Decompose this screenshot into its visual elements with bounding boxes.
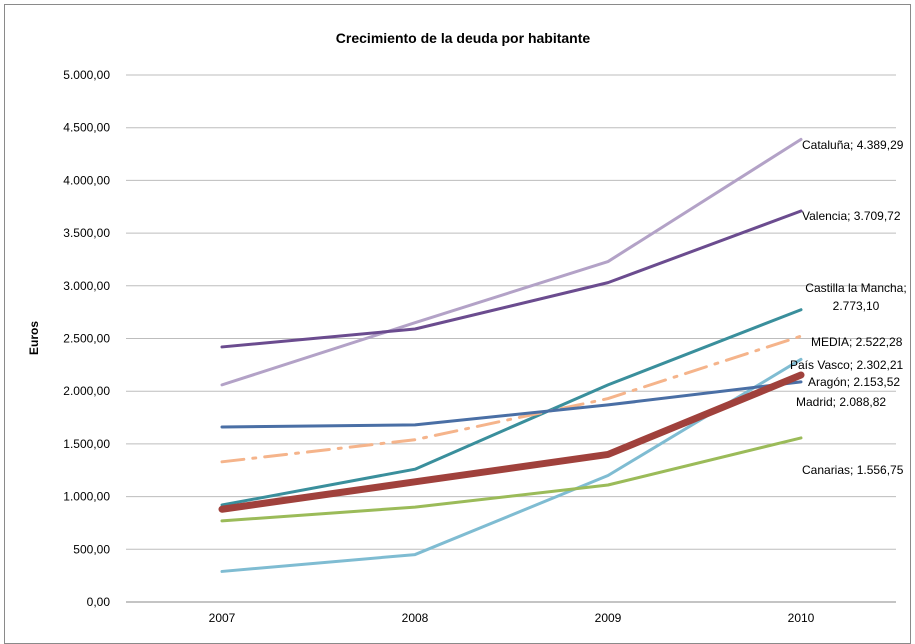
series-line-aragón	[218, 371, 805, 513]
data-label: Castilla la Mancha;	[805, 281, 906, 295]
y-tick-labels: 0,00 500,00 1.000,00 1.500,00 2.000,00 2.500,…	[63, 68, 110, 609]
data-label: Canarias; 1.556,75	[802, 463, 904, 477]
series-line-madrid	[220, 380, 803, 429]
data-label: Aragón; 2.153,52	[808, 375, 900, 389]
data-label: 2.773,10	[833, 299, 880, 313]
series-line-cataluña	[220, 137, 803, 387]
x-tick-label: 2007	[209, 611, 236, 624]
y-tick-label: 4.000,00	[63, 173, 110, 187]
data-label: País Vasco; 2.302,21	[790, 358, 904, 372]
y-tick-label: 1.500,00	[63, 437, 110, 451]
gridlines	[126, 74, 896, 603]
series-line-castilla-la-mancha	[220, 308, 803, 507]
chart-title: Crecimiento de la deuda por habitante	[336, 30, 591, 46]
x-tick-labels: 2007 2008 2009 2010	[209, 611, 815, 624]
series-line-media	[220, 334, 803, 464]
y-tick-label: 0,00	[87, 595, 111, 609]
data-label: Madrid; 2.088,82	[796, 395, 886, 409]
data-labels: Cataluña; 4.389,29 Valencia; 3.709,72 Cast…	[790, 138, 907, 477]
y-tick-label: 2.000,00	[63, 384, 110, 398]
y-tick-label: 1.000,00	[63, 490, 110, 504]
data-label: Cataluña; 4.389,29	[802, 138, 904, 152]
x-tick-label: 2008	[402, 611, 429, 624]
data-label: Valencia; 3.709,72	[802, 209, 901, 223]
y-tick-label: 3.500,00	[63, 226, 110, 240]
x-tick-label: 2009	[595, 611, 622, 624]
y-axis-label: Euros	[27, 321, 41, 355]
data-label: MEDIA; 2.522,28	[811, 335, 903, 349]
series-line-valencia	[220, 209, 803, 349]
y-tick-label: 5.000,00	[63, 68, 110, 82]
y-tick-label: 2.500,00	[63, 332, 110, 346]
series-line-canarias	[220, 436, 803, 523]
y-tick-label: 3.000,00	[63, 279, 110, 293]
x-tick-label: 2010	[788, 611, 815, 624]
y-tick-label: 500,00	[73, 542, 110, 556]
series-lines	[218, 137, 805, 573]
y-tick-label: 4.500,00	[63, 121, 110, 135]
line-chart: Crecimiento de la deuda por habitante Eu…	[27, 30, 907, 624]
